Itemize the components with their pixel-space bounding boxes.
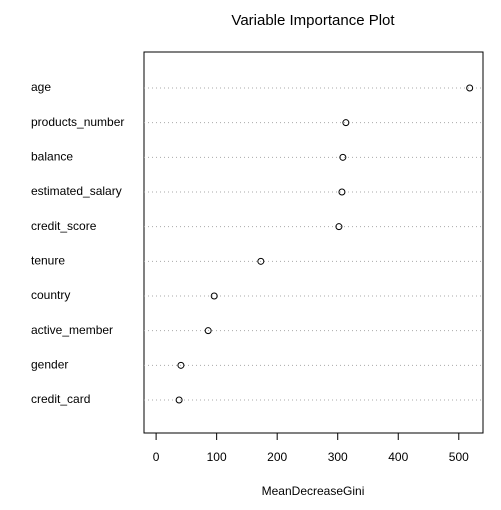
x-tick-label: 300 [328, 450, 348, 464]
dot [466, 84, 474, 92]
x-tick-label: 0 [153, 450, 160, 464]
plot-frame [143, 51, 484, 434]
category-label: country [31, 288, 70, 302]
category-label: balance [31, 150, 73, 164]
category-label: credit_score [31, 219, 97, 233]
x-tick-label: 400 [388, 450, 408, 464]
category-label: credit_card [31, 392, 90, 406]
x-tick-label: 100 [207, 450, 227, 464]
dot [342, 119, 350, 127]
dot [338, 188, 346, 196]
x-axis-label: MeanDecreaseGini [262, 484, 365, 498]
category-label: tenure [31, 254, 65, 268]
x-tick-label: 200 [267, 450, 287, 464]
dot [335, 223, 343, 231]
dot [175, 396, 183, 404]
category-label: estimated_salary [31, 184, 122, 198]
dot [257, 257, 265, 265]
dot [339, 153, 347, 161]
dot [210, 292, 218, 300]
dot [177, 361, 185, 369]
category-label: active_member [31, 323, 113, 337]
dot [204, 327, 212, 335]
category-label: gender [31, 358, 68, 372]
category-label: age [31, 80, 51, 94]
x-tick-label: 500 [449, 450, 469, 464]
chart-title: Variable Importance Plot [231, 12, 395, 29]
category-label: products_number [31, 115, 124, 129]
